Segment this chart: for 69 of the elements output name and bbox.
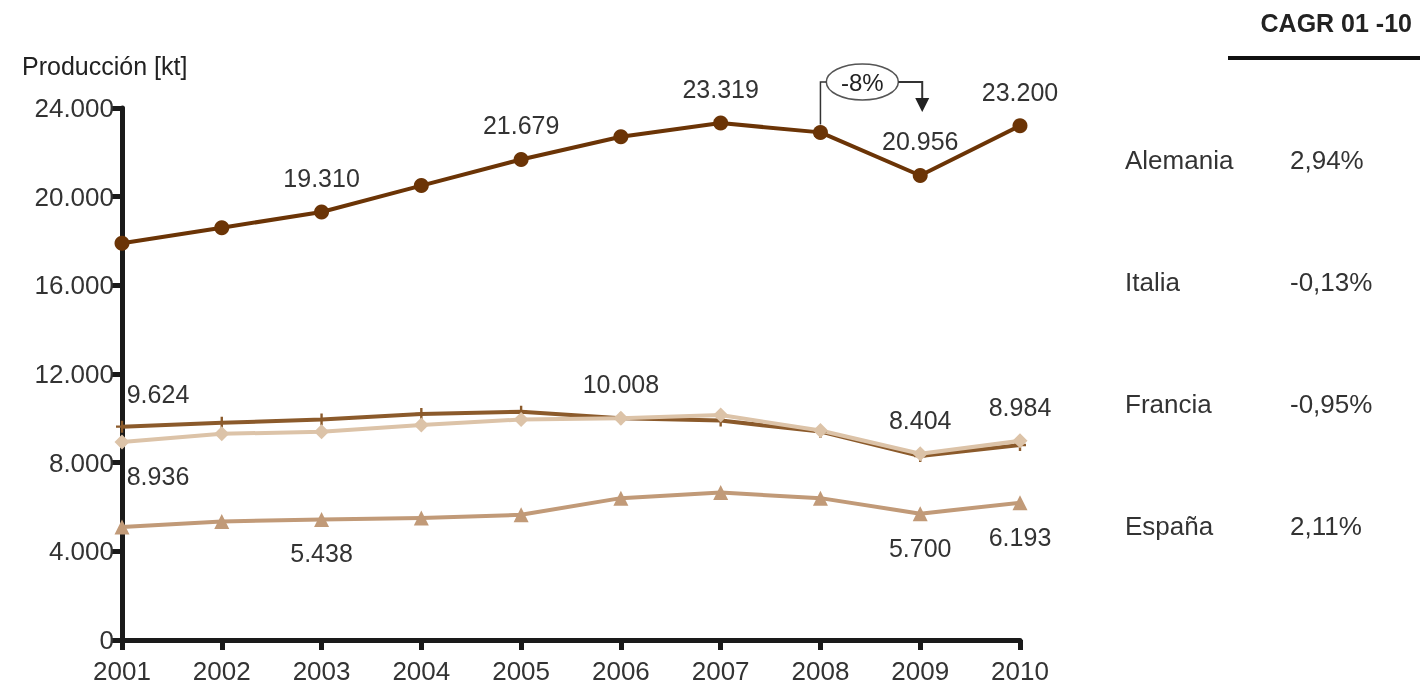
point	[413, 510, 429, 526]
x-tick-label: 2007	[691, 656, 750, 686]
point	[613, 129, 629, 145]
text: Alemania	[1125, 145, 1234, 175]
point	[314, 204, 330, 220]
point	[912, 167, 928, 183]
text: -0,13%	[1290, 267, 1373, 297]
text: Francia	[1125, 389, 1213, 419]
point	[812, 124, 828, 140]
x-tick-label: 2002	[192, 656, 251, 686]
data-label: 20.956	[881, 127, 959, 156]
data-label: 8.404	[888, 405, 952, 434]
text: -8%	[840, 68, 884, 96]
point	[114, 434, 130, 450]
y-tick-label: 8.000	[48, 447, 114, 478]
y-tick-label: 12.000	[34, 359, 114, 389]
text: CAGR 01 -10	[1260, 8, 1413, 37]
point	[1012, 118, 1028, 134]
point	[214, 220, 230, 236]
x-tick-label: 2010	[991, 656, 1049, 686]
point	[513, 507, 529, 523]
data-label: 10.008	[582, 370, 660, 399]
x-tick-label: 2008	[791, 656, 850, 686]
point	[713, 485, 729, 501]
data-label: 5.700	[888, 533, 952, 562]
data-label: 9.624	[126, 380, 190, 409]
point	[1012, 495, 1028, 511]
point	[114, 235, 130, 251]
y-tick-label: 4.000	[48, 536, 114, 567]
point	[513, 411, 529, 427]
data-label: 19.310	[283, 163, 360, 192]
point	[413, 417, 429, 433]
point	[114, 519, 130, 535]
data-label: 23.200	[981, 77, 1059, 106]
point	[513, 151, 529, 167]
point	[613, 490, 629, 506]
point	[713, 115, 729, 131]
point	[912, 506, 928, 522]
x-tick-label: 2004	[392, 656, 451, 686]
data-label: 8.984	[988, 392, 1052, 421]
y-tick-label: 24.000	[34, 93, 114, 123]
text: -0,95%	[1290, 389, 1373, 419]
point	[413, 178, 429, 194]
text: España	[1125, 511, 1214, 541]
point	[314, 511, 330, 527]
text: 2,11%	[1290, 511, 1362, 541]
x-tick-label: 2006	[591, 656, 650, 686]
data-label: 23.319	[682, 75, 759, 104]
point	[214, 513, 230, 529]
data-label: 6.193	[988, 522, 1052, 551]
data-label: 21.679	[482, 111, 560, 140]
y-axis-title: Producción [kt]	[22, 51, 188, 80]
point	[912, 446, 928, 462]
point	[214, 426, 230, 442]
x-tick-label: 2005	[492, 656, 551, 686]
x-tick-label: 2003	[292, 656, 351, 686]
x-tick-label: 2001	[93, 656, 151, 686]
point	[713, 407, 729, 423]
text: Italia	[1125, 267, 1181, 297]
data-label: 5.438	[290, 539, 353, 568]
y-tick-label: 20.000	[34, 181, 114, 212]
y-tick-label: 0	[99, 625, 114, 655]
point	[314, 424, 330, 440]
point	[812, 490, 828, 506]
point	[1012, 433, 1028, 449]
data-label: 8.936	[126, 461, 190, 490]
text: 2,94%	[1290, 145, 1364, 175]
x-tick-label: 2009	[891, 656, 950, 686]
y-tick-label: 16.000	[34, 270, 114, 301]
